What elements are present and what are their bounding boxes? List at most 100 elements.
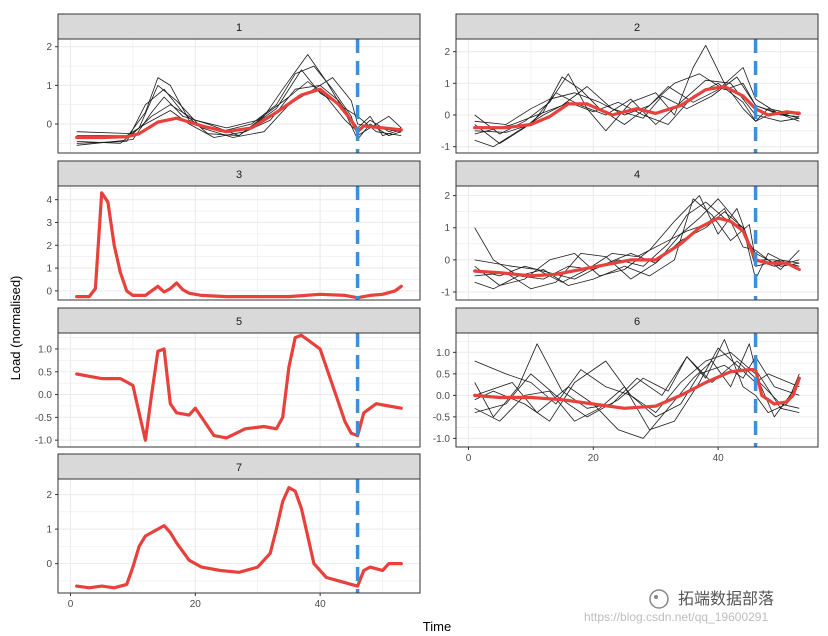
y-tick-label: 0 [444, 111, 450, 122]
series-group [75, 191, 403, 300]
panel-1: 1 0 1 2 [46, 13, 421, 154]
panel-5: 5 -1.0 -0.5 0.0 0.5 1.0 [35, 307, 421, 448]
mean-series-line [473, 368, 801, 410]
x-tick-label: 20 [588, 453, 600, 464]
member-series-line [76, 65, 402, 138]
member-series-line [474, 67, 800, 144]
member-series-line [76, 54, 402, 144]
panel-strip [455, 13, 819, 40]
x-tick-label: 40 [315, 599, 327, 610]
plot-area [58, 479, 420, 593]
x-tick-label: 0 [68, 599, 74, 610]
panel-strip-label: 3 [236, 169, 242, 181]
member-series-line [474, 44, 800, 135]
y-tick-label: 2 [46, 42, 52, 53]
x-axis-title: Time [423, 619, 451, 634]
member-series-line [474, 356, 800, 422]
watermark-logo-icon [649, 589, 669, 609]
series-group [75, 333, 403, 442]
y-tick-label: -1 [441, 287, 450, 298]
watermark-logo-dot [654, 595, 658, 599]
series-group [473, 195, 801, 290]
panel-border [57, 332, 421, 448]
y-tick-label: 1 [46, 81, 52, 92]
y-tick-label: 2 [444, 47, 450, 58]
y-tick-label: -1.0 [35, 436, 53, 447]
y-tick-label: 1.0 [436, 348, 450, 359]
panel-strip-label: 7 [236, 462, 242, 474]
y-tick-label: 1 [46, 264, 52, 275]
x-tick-label: 40 [713, 453, 725, 464]
y-tick-label: 0 [46, 120, 52, 131]
y-tick-label: -0.5 [35, 413, 53, 424]
y-tick-label: 2 [46, 490, 52, 501]
member-series-line [474, 339, 800, 418]
y-tick-label: 0.0 [436, 391, 450, 402]
panel-border [455, 185, 819, 301]
watermark-text: 拓端数据部落 [678, 590, 774, 608]
y-tick-label: 0 [46, 559, 52, 570]
member-series-line [76, 77, 402, 144]
panel-strip [455, 307, 819, 334]
y-tick-label: 1.0 [38, 344, 52, 355]
panel-strip [57, 453, 421, 480]
panel-border [57, 38, 421, 154]
panel-border [455, 38, 819, 154]
member-series-line [474, 73, 800, 125]
y-tick-label: -1 [441, 142, 450, 153]
plot-area [58, 186, 420, 300]
watermark-url: https://blog.csdn.net/qq_19600291 [584, 610, 768, 624]
y-tick-label: 2 [444, 191, 450, 202]
panel-strip-label: 4 [634, 169, 640, 181]
member-series-line [474, 356, 800, 418]
series-group [473, 339, 801, 439]
y-tick-label: 0.5 [436, 369, 450, 380]
panel-strip-label: 2 [634, 22, 640, 34]
y-tick-label: 1 [444, 223, 450, 234]
mean-series-line [473, 216, 801, 278]
panel-strip-label: 5 [236, 316, 242, 328]
series-group [75, 486, 403, 590]
y-tick-label: 0.5 [38, 367, 52, 378]
panel-border [455, 332, 819, 448]
panel-strip [57, 307, 421, 334]
panels-layer: 1 0 1 2 2 -1 0 1 2 3 0 1 2 3 4 4 -1 0 1 2 5 -1.0 -0.5 0.0 0.5 1.0… [35, 13, 819, 610]
mean-series-line [473, 84, 801, 130]
y-tick-label: 1 [444, 79, 450, 90]
plot-area [456, 333, 818, 447]
mean-series-line [75, 486, 403, 590]
y-tick-label: 0.0 [38, 390, 52, 401]
y-tick-label: -1.0 [433, 434, 451, 445]
mean-series-line [75, 191, 403, 300]
panel-3: 3 0 1 2 3 4 [46, 160, 421, 301]
y-tick-label: 1 [46, 525, 52, 536]
y-tick-label: 0 [444, 255, 450, 266]
plot-area [58, 333, 420, 447]
member-series-line [474, 198, 800, 290]
plot-area [456, 39, 818, 153]
panel-border [57, 185, 421, 301]
panel-strip-label: 6 [634, 316, 640, 328]
panel-6: 6 -1.0 -0.5 0.0 0.5 1.0 0 20 40 [433, 307, 819, 464]
panel-4: 4 -1 0 1 2 [441, 160, 819, 301]
member-series-line [474, 347, 800, 431]
y-tick-label: -0.5 [433, 412, 451, 423]
panel-strip-label: 1 [236, 22, 242, 34]
panel-2: 2 -1 0 1 2 [441, 13, 819, 154]
y-tick-label: 3 [46, 218, 52, 229]
panel-border [57, 478, 421, 594]
mean-series-line [75, 333, 403, 442]
panel-strip [57, 160, 421, 187]
member-series-line [76, 85, 402, 138]
series-group [473, 44, 801, 148]
watermark: 拓端数据部落 https://blog.csdn.net/qq_19600291 [584, 589, 774, 624]
y-tick-label: 0 [46, 286, 52, 297]
x-tick-label: 20 [190, 599, 202, 610]
y-tick-label: 4 [46, 195, 52, 206]
x-tick-label: 0 [466, 453, 472, 464]
y-tick-label: 2 [46, 241, 52, 252]
member-series-line [76, 69, 402, 146]
y-axis-title: Load (normalised) [8, 276, 23, 381]
